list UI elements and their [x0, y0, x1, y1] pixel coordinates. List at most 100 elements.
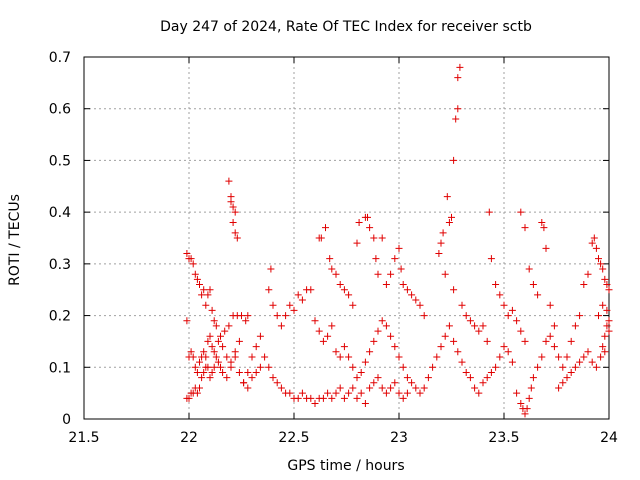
data-point	[267, 265, 275, 273]
data-point	[382, 281, 390, 289]
data-point	[462, 368, 470, 376]
data-point	[294, 291, 302, 299]
data-point	[286, 389, 294, 397]
data-point	[529, 281, 537, 289]
data-point	[479, 379, 487, 387]
data-point	[357, 389, 365, 397]
data-point	[282, 312, 290, 320]
data-point	[504, 348, 512, 356]
data-point	[208, 306, 216, 314]
data-point	[265, 286, 273, 294]
data-point	[206, 332, 214, 340]
data-point	[487, 368, 495, 376]
data-point	[340, 394, 348, 402]
x-tick-label: 23.5	[488, 430, 519, 446]
data-point	[204, 291, 212, 299]
data-point	[290, 306, 298, 314]
data-point	[580, 281, 588, 289]
data-point	[256, 363, 264, 371]
y-tick-label: 0.3	[49, 257, 71, 273]
data-point	[210, 317, 218, 325]
data-point	[361, 399, 369, 407]
data-point	[450, 286, 458, 294]
data-point	[336, 384, 344, 392]
data-point	[542, 244, 550, 252]
data-point	[517, 399, 525, 407]
data-point	[441, 270, 449, 278]
data-point	[452, 115, 460, 123]
data-point	[322, 224, 329, 232]
data-point	[492, 363, 500, 371]
data-point	[319, 394, 327, 402]
data-point	[424, 374, 432, 382]
data-point	[326, 255, 334, 263]
data-point	[353, 394, 361, 402]
data-point	[550, 343, 558, 351]
data-point	[223, 374, 231, 382]
y-tick-label: 0.4	[49, 205, 71, 221]
data-point	[597, 260, 605, 268]
data-point	[517, 327, 525, 335]
data-point	[571, 363, 579, 371]
data-point	[601, 348, 609, 356]
data-point	[555, 384, 563, 392]
data-point	[595, 312, 602, 320]
data-point	[212, 353, 220, 361]
data-point	[277, 384, 285, 392]
data-point	[408, 379, 416, 387]
data-point	[372, 255, 380, 263]
data-point	[435, 250, 443, 258]
data-point	[584, 270, 592, 278]
y-tick-label: 0.5	[49, 153, 71, 169]
data-point	[336, 353, 344, 361]
data-point	[202, 353, 210, 361]
data-point	[183, 250, 191, 258]
data-point	[542, 337, 550, 345]
data-point	[437, 343, 445, 351]
data-point	[191, 363, 199, 371]
data-point	[248, 353, 256, 361]
data-point	[357, 368, 365, 376]
x-tick-label: 21.5	[68, 430, 99, 446]
data-point	[567, 337, 575, 345]
data-point	[294, 394, 302, 402]
data-point	[500, 301, 508, 309]
data-point	[454, 74, 462, 82]
data-point	[328, 322, 336, 330]
data-point	[324, 389, 332, 397]
data-point	[599, 301, 607, 309]
data-point	[462, 312, 470, 320]
data-point	[408, 291, 416, 299]
data-point	[315, 327, 323, 335]
data-point	[366, 348, 374, 356]
data-point	[387, 270, 395, 278]
data-point	[559, 363, 567, 371]
data-point	[471, 384, 479, 392]
data-point	[517, 208, 525, 216]
data-point	[355, 218, 363, 226]
data-point	[370, 337, 378, 345]
data-point	[605, 286, 613, 294]
data-point	[353, 374, 361, 382]
data-point	[366, 224, 374, 232]
data-point	[366, 384, 374, 392]
data-point	[592, 363, 600, 371]
data-point	[189, 260, 197, 268]
data-point	[202, 301, 210, 309]
data-point	[317, 234, 325, 242]
data-points	[183, 63, 613, 418]
data-point	[508, 358, 516, 366]
data-point	[563, 374, 571, 382]
data-point	[445, 322, 453, 330]
data-point	[225, 322, 233, 330]
data-point	[187, 255, 195, 263]
data-point	[256, 332, 264, 340]
data-point	[387, 384, 395, 392]
data-point	[328, 394, 336, 402]
data-point	[219, 343, 227, 351]
data-point	[433, 353, 441, 361]
data-point	[286, 301, 294, 309]
data-point	[353, 239, 361, 247]
data-point	[416, 301, 424, 309]
data-point	[328, 265, 336, 273]
